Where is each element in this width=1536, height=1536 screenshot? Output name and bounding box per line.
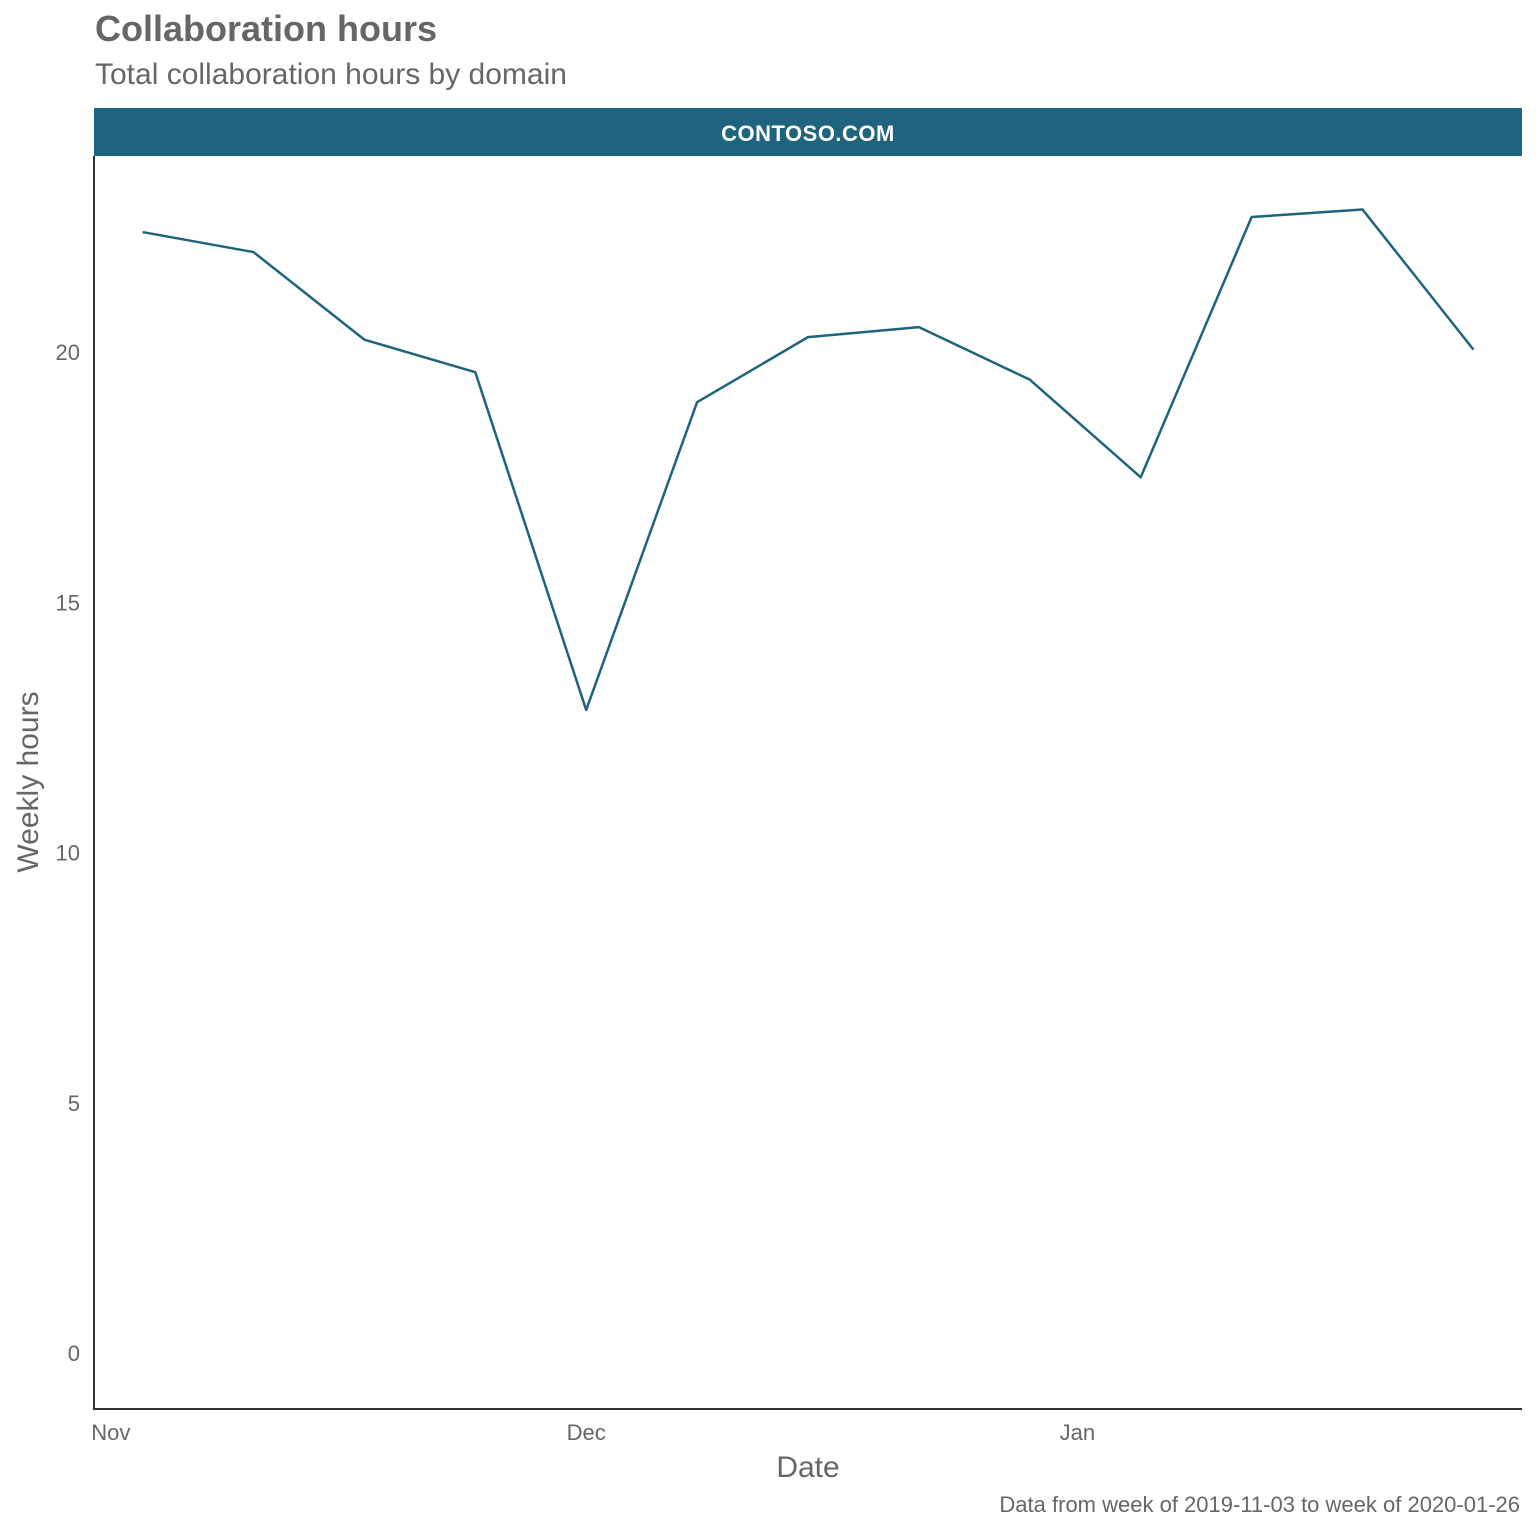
chart-title: Collaboration hours xyxy=(95,8,437,49)
x-axis-title: Date xyxy=(776,1451,839,1484)
y-tick-label: 15 xyxy=(56,590,80,615)
x-tick-label: Dec xyxy=(567,1420,606,1445)
y-tick-label: 10 xyxy=(56,841,80,866)
y-tick-label: 5 xyxy=(68,1091,80,1116)
y-tick-label: 0 xyxy=(68,1341,80,1366)
x-tick-label: Nov xyxy=(91,1420,130,1445)
series-line xyxy=(142,208,1475,712)
series-layer xyxy=(142,208,1475,712)
facet-strip xyxy=(94,108,1522,156)
y-axis-title: Weekly hours xyxy=(12,691,45,872)
y-tick-label: 20 xyxy=(56,340,80,365)
x-tick-label: Jan xyxy=(1060,1420,1095,1445)
chart-subtitle: Total collaboration hours by domain xyxy=(95,58,567,91)
facet-label: CONTOSO.COM xyxy=(721,121,895,146)
chart-caption: Data from week of 2019-11-03 to week of … xyxy=(999,1492,1520,1517)
x-axis-ticks: Nov Dec Jan xyxy=(91,1420,1095,1445)
y-axis-ticks: 0 5 10 15 20 xyxy=(56,340,80,1366)
